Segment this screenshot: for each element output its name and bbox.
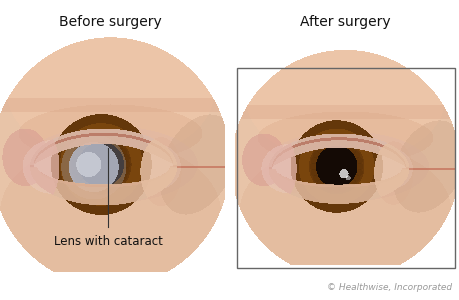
Text: © Healthwise, Incorporated: © Healthwise, Incorporated (326, 283, 451, 292)
Text: After surgery: After surgery (299, 15, 390, 29)
Bar (236, 68, 454, 268)
Text: Lens with cataract: Lens with cataract (53, 235, 162, 248)
Text: Before surgery: Before surgery (58, 15, 161, 29)
